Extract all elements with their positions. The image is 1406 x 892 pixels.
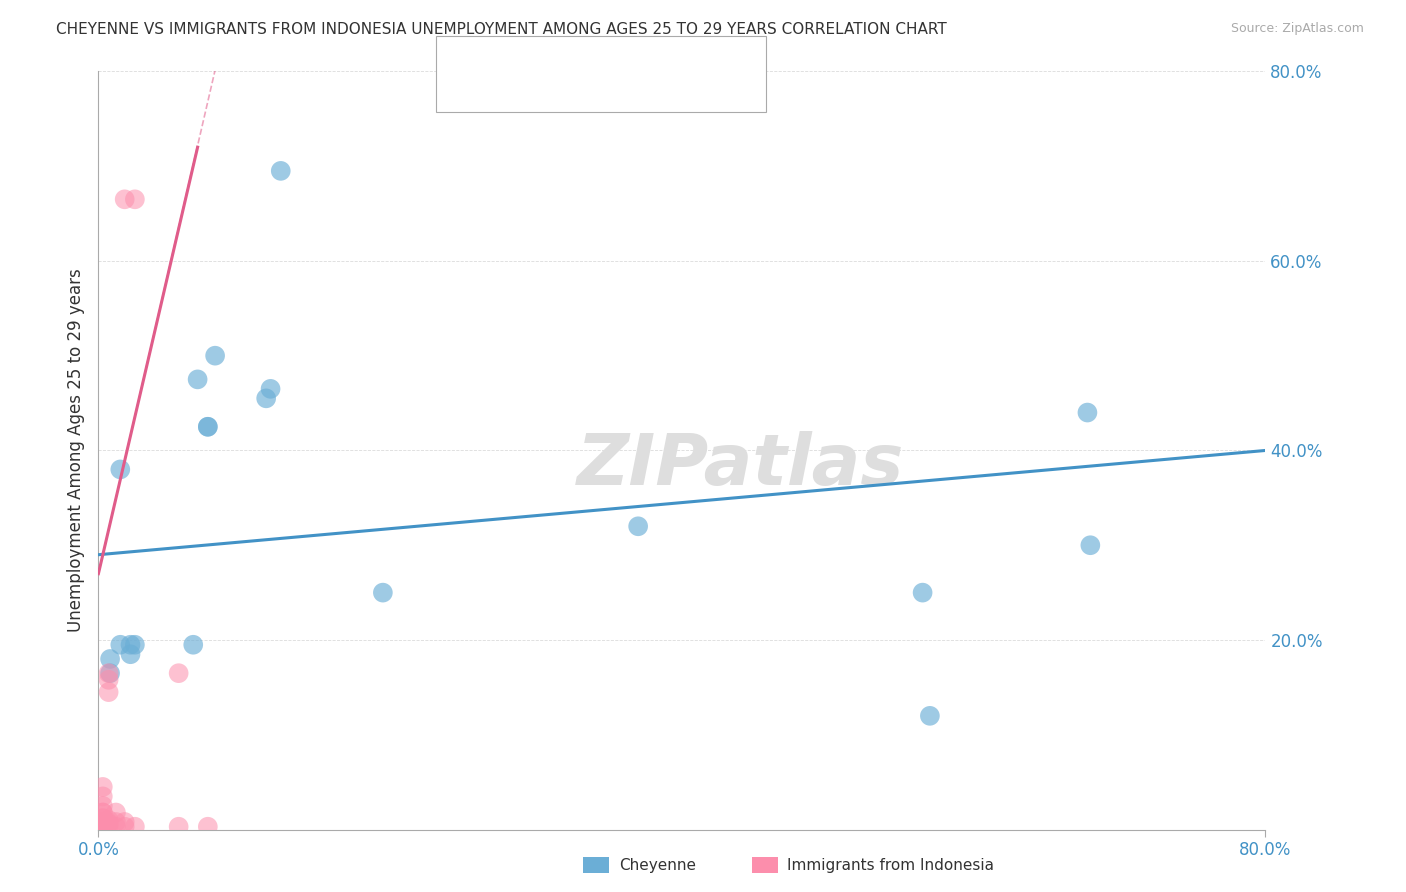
Point [91, 820, 114, 834]
Point [97, 666, 120, 681]
Point [1080, 538, 1102, 552]
Point [91, 820, 114, 834]
Point [91, 820, 114, 834]
Point [197, 419, 219, 434]
Text: Cheyenne: Cheyenne [619, 858, 696, 872]
Point [97, 820, 120, 834]
Text: 0.158: 0.158 [538, 52, 589, 66]
Point [91, 805, 114, 820]
Point [91, 820, 114, 834]
Point [371, 585, 394, 599]
Point [124, 638, 146, 652]
Point [97, 816, 120, 830]
Point [1076, 406, 1098, 420]
Point [167, 666, 190, 681]
Point [104, 820, 127, 834]
Text: N =: N = [598, 52, 644, 66]
Point [91, 780, 114, 794]
Text: Immigrants from Indonesia: Immigrants from Indonesia [787, 858, 994, 872]
Point [91, 820, 114, 834]
Point [104, 815, 127, 830]
Point [120, 638, 142, 652]
Point [167, 820, 190, 834]
Text: 21: 21 [645, 52, 668, 66]
Point [97, 813, 120, 827]
Point [97, 817, 120, 831]
Point [114, 192, 136, 206]
Point [124, 192, 146, 206]
Text: 38: 38 [645, 81, 668, 95]
Point [627, 519, 650, 533]
Point [110, 462, 132, 476]
Point [91, 815, 114, 830]
Point [114, 815, 136, 830]
Point [187, 372, 209, 386]
Point [91, 789, 114, 804]
Point [91, 798, 114, 813]
Text: N =: N = [598, 81, 644, 95]
Point [91, 820, 114, 834]
Point [97, 685, 120, 699]
Point [104, 805, 127, 820]
Point [91, 818, 114, 832]
Point [911, 585, 934, 599]
Point [98, 666, 121, 681]
Point [91, 820, 114, 834]
Point [91, 818, 114, 832]
Text: CHEYENNE VS IMMIGRANTS FROM INDONESIA UNEMPLOYMENT AMONG AGES 25 TO 29 YEARS COR: CHEYENNE VS IMMIGRANTS FROM INDONESIA UN… [56, 22, 948, 37]
Point [918, 708, 941, 723]
Y-axis label: Unemployment Among Ages 25 to 29 years: Unemployment Among Ages 25 to 29 years [66, 268, 84, 632]
Text: ZIPatlas: ZIPatlas [576, 431, 904, 500]
Point [97, 673, 120, 687]
Point [91, 818, 114, 832]
Text: R =: R = [496, 52, 531, 66]
Point [91, 820, 114, 834]
Point [197, 820, 219, 834]
Point [120, 647, 142, 661]
Point [91, 820, 114, 834]
Point [197, 419, 219, 434]
Text: R =: R = [496, 81, 531, 95]
Point [204, 349, 226, 363]
Point [110, 638, 132, 652]
Point [91, 811, 114, 825]
Point [124, 820, 146, 834]
Point [114, 820, 136, 834]
Point [270, 164, 292, 178]
Point [91, 805, 114, 820]
Point [181, 638, 204, 652]
Point [254, 392, 277, 406]
Point [259, 382, 281, 396]
Text: Source: ZipAtlas.com: Source: ZipAtlas.com [1230, 22, 1364, 36]
Text: 0.779: 0.779 [538, 81, 589, 95]
Point [98, 652, 121, 666]
Point [91, 811, 114, 825]
